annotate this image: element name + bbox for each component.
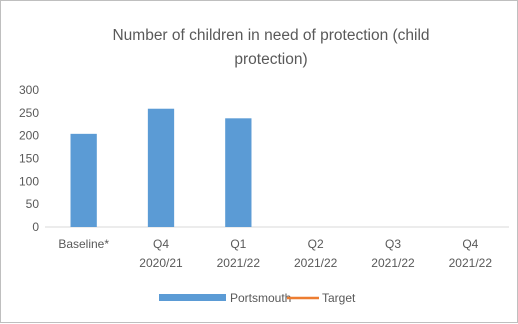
y-tick-label: 300 — [19, 83, 39, 97]
y-axis-tick-labels: 0 50 100 150 200 250 300 — [19, 83, 39, 234]
chart-title-line-1: Number of children in need of protection… — [112, 27, 429, 44]
x-category-label: 2020/21 — [139, 256, 183, 270]
y-tick-label: 0 — [32, 220, 39, 234]
legend-label-portsmouth: Portsmouth — [230, 291, 291, 305]
bar-portsmouth — [70, 133, 97, 227]
x-category-label: Baseline* — [58, 237, 109, 251]
y-tick-label: 250 — [19, 106, 39, 120]
bar-portsmouth — [225, 118, 252, 227]
y-tick-label: 50 — [26, 197, 40, 211]
bar-portsmouth — [147, 108, 175, 227]
x-category-label: Q3 — [385, 237, 401, 251]
x-axis-category-labels: Baseline* Q4 2020/21 Q1 2021/22 Q2 2021/22 Q3 20… — [58, 237, 492, 270]
legend-swatch-portsmouth — [159, 294, 226, 301]
x-category-label: 2021/22 — [449, 256, 493, 270]
legend-label-target: Target — [322, 291, 356, 305]
y-tick-label: 150 — [19, 152, 39, 166]
bar-series-portsmouth — [70, 108, 252, 227]
x-category-label: Q2 — [308, 237, 324, 251]
x-category-label: Q4 — [153, 237, 169, 251]
legend: Portsmouth Target — [159, 291, 356, 305]
chart-title-line-2: protection) — [234, 51, 307, 68]
x-category-label: 2021/22 — [294, 256, 338, 270]
x-category-label: 2021/22 — [371, 256, 415, 270]
y-tick-label: 200 — [19, 129, 39, 143]
x-category-label: 2021/22 — [217, 256, 261, 270]
y-tick-label: 100 — [19, 174, 39, 188]
x-category-label: Q4 — [462, 237, 478, 251]
x-category-label: Q1 — [230, 237, 246, 251]
